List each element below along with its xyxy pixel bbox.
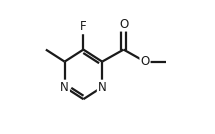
Text: O: O bbox=[140, 55, 150, 68]
Text: O: O bbox=[119, 18, 128, 31]
Text: N: N bbox=[60, 81, 69, 94]
Text: N: N bbox=[98, 81, 106, 94]
Text: F: F bbox=[80, 20, 87, 33]
